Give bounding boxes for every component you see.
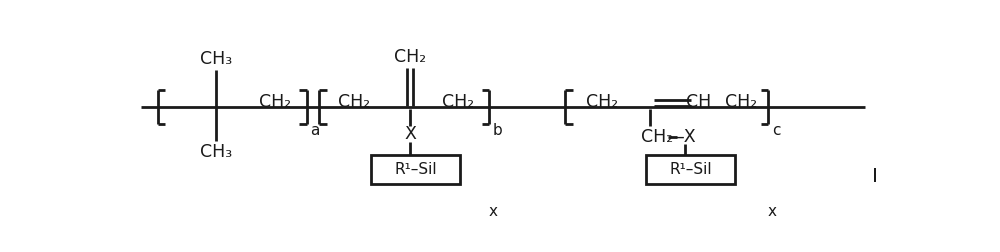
Text: x: x	[489, 204, 498, 219]
Text: a: a	[310, 123, 320, 138]
Text: c: c	[772, 123, 780, 138]
Text: X: X	[404, 125, 416, 143]
Text: CH₃: CH₃	[200, 143, 233, 161]
Text: I: I	[872, 167, 878, 186]
Text: –X: –X	[675, 128, 696, 145]
Text: R¹–Sil: R¹–Sil	[669, 162, 712, 177]
Text: x: x	[768, 204, 777, 219]
Text: CH₂: CH₂	[338, 93, 370, 111]
Text: CH₂: CH₂	[259, 93, 291, 111]
Text: CH₂: CH₂	[394, 48, 426, 66]
Text: CH₂: CH₂	[442, 93, 474, 111]
Text: CH₂: CH₂	[725, 93, 757, 111]
Bar	[646, 155, 735, 184]
Text: CH: CH	[686, 93, 711, 111]
Text: CH₃: CH₃	[200, 50, 233, 69]
Text: R¹–Sil: R¹–Sil	[394, 162, 437, 177]
Bar	[371, 155, 460, 184]
Text: CH₂: CH₂	[641, 128, 673, 145]
Text: b: b	[492, 123, 502, 138]
Text: CH₂: CH₂	[586, 93, 618, 111]
